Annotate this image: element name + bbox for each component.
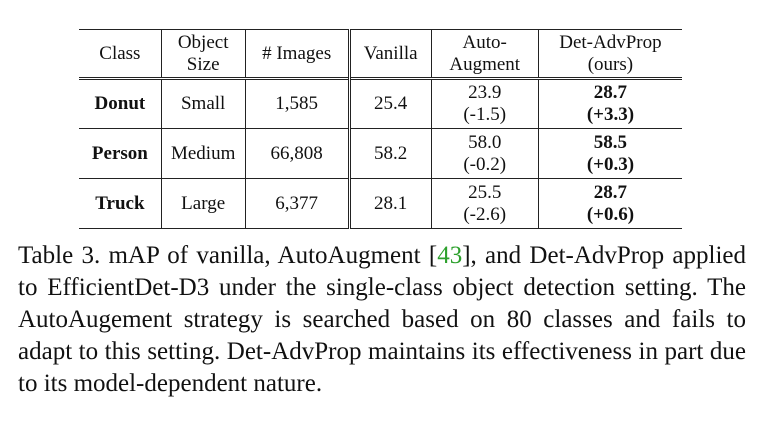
- table-header-row: Class Object Size # Images Vanilla Auto-…: [79, 29, 682, 79]
- cell-size: Large: [160, 178, 246, 229]
- table-row-truck: Truck Large 6,377 28.1 25.5 (-2.6) 28.7 …: [79, 178, 682, 229]
- cell-autoaugment-delta: (-2.6): [463, 203, 507, 225]
- cell-det-advprop-value: 28.7: [593, 82, 628, 103]
- header-det-advprop-line2: (ours): [587, 53, 634, 75]
- header-vanilla: Vanilla: [347, 29, 432, 79]
- header-images: # Images: [244, 29, 350, 79]
- caption-text-before-ref: Table 3. mAP of vanilla, AutoAugment [: [18, 242, 438, 269]
- header-autoaugment-line1: Auto-: [462, 31, 507, 53]
- header-det-advprop: Det-AdvProp (ours): [537, 29, 682, 79]
- results-table: Class Object Size # Images Vanilla Auto-…: [79, 29, 682, 229]
- cell-det-advprop-delta: (+3.3): [586, 104, 635, 125]
- header-class: Class: [99, 42, 141, 64]
- cell-autoaugment-value: 58.0: [468, 131, 502, 153]
- table-row-donut: Donut Small 1,585 25.4 23.9 (-1.5) 28.7 …: [79, 78, 682, 129]
- cell-det-advprop: 28.7 (+0.6): [537, 178, 682, 229]
- cell-vanilla: 58.2: [347, 128, 432, 179]
- cell-autoaugment-value: 25.5: [468, 181, 502, 203]
- cell-autoaugment-delta: (-0.2): [463, 153, 507, 175]
- cell-size: Medium: [160, 128, 246, 179]
- cell-class: Person: [91, 142, 148, 164]
- header-autoaugment: Auto- Augment: [430, 29, 539, 79]
- cell-det-advprop-value: 28.7: [593, 181, 628, 203]
- cell-autoaugment-delta: (-1.5): [463, 104, 507, 125]
- cell-images: 1,585: [244, 78, 350, 129]
- cell-class: Truck: [95, 192, 145, 214]
- header-det-advprop-line1: Det-AdvProp: [559, 31, 662, 53]
- cell-det-advprop-value: 58.5: [593, 131, 628, 153]
- cell-autoaugment: 25.5 (-2.6): [430, 178, 539, 229]
- cell-det-advprop-delta: (+0.6): [586, 203, 635, 225]
- results-table-container: Class Object Size # Images Vanilla Auto-…: [79, 29, 682, 229]
- header-autoaugment-line2: Augment: [449, 53, 521, 75]
- caption-text-after-ref: ], and Det-AdvProp applied to EfficientD…: [18, 242, 746, 397]
- cell-det-advprop: 58.5 (+0.3): [537, 128, 682, 179]
- header-object-size-line2: Size: [186, 53, 220, 75]
- cell-autoaugment: 23.9 (-1.5): [430, 78, 539, 129]
- cell-class: Donut: [94, 93, 146, 114]
- cell-vanilla: 28.1: [347, 178, 432, 229]
- cell-autoaugment: 58.0 (-0.2): [430, 128, 539, 179]
- cell-size: Small: [160, 78, 246, 129]
- cell-images: 66,808: [244, 128, 350, 179]
- table-caption: Table 3. mAP of vanilla, AutoAugment [43…: [18, 240, 746, 400]
- cell-vanilla: 25.4: [347, 78, 432, 129]
- header-object-size-line1: Object: [177, 31, 229, 53]
- cell-images: 6,377: [244, 178, 350, 229]
- header-object-size: Object Size: [160, 29, 246, 79]
- table-row-person: Person Medium 66,808 58.2 58.0 (-0.2) 58…: [79, 128, 682, 179]
- citation-link[interactable]: 43: [437, 242, 463, 269]
- cell-det-advprop-delta: (+0.3): [586, 153, 635, 175]
- cell-det-advprop: 28.7 (+3.3): [537, 78, 682, 129]
- cell-autoaugment-value: 23.9: [468, 82, 502, 103]
